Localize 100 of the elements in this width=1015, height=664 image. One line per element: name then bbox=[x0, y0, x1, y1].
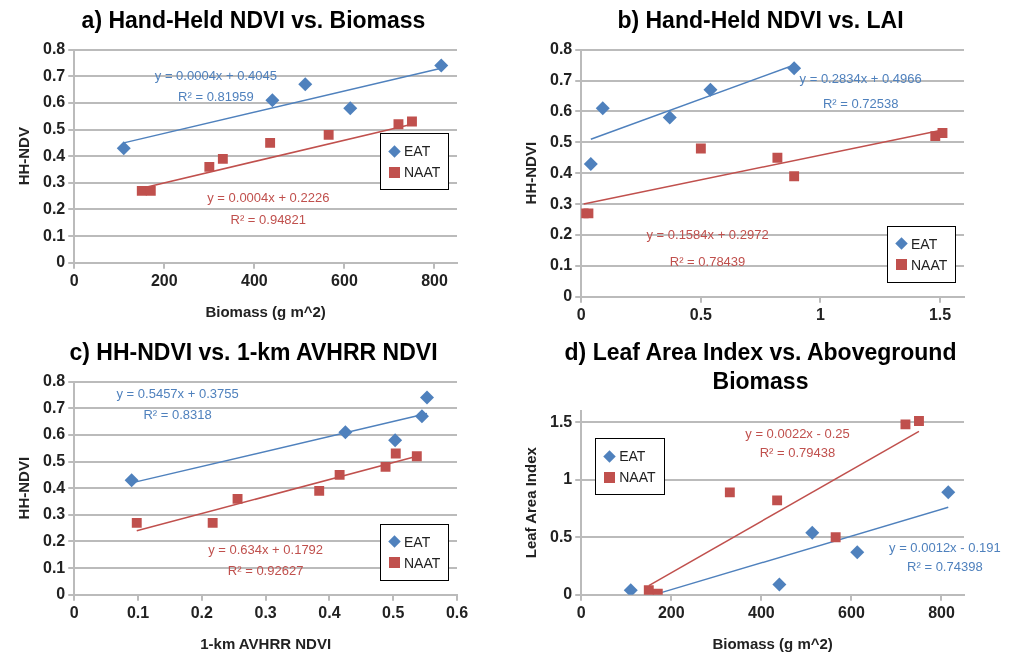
x-axis-title: Biomass (g m^2) bbox=[205, 302, 326, 320]
x-tick-label: 800 bbox=[928, 603, 955, 621]
x-tick-label: 0 bbox=[69, 603, 79, 621]
point bbox=[583, 156, 598, 171]
y-tick-label: 0.2 bbox=[42, 531, 66, 549]
point bbox=[265, 137, 276, 148]
legend-label: EAT bbox=[911, 235, 938, 252]
y-tick-label: 0.6 bbox=[42, 93, 66, 111]
point bbox=[380, 461, 391, 472]
point bbox=[850, 544, 865, 559]
point bbox=[334, 469, 345, 480]
y-tick-label: 0.7 bbox=[42, 66, 66, 84]
point bbox=[411, 451, 422, 461]
x-tick-label: 0.2 bbox=[190, 603, 214, 621]
y-tick-label: 0.2 bbox=[42, 199, 66, 217]
annotation: R² = 0.81959 bbox=[178, 88, 254, 104]
x-tick-label: 0.6 bbox=[445, 603, 469, 621]
point bbox=[343, 100, 358, 115]
y-tick-label: 0.4 bbox=[549, 163, 573, 181]
x-tick-label: 800 bbox=[421, 271, 448, 289]
annotation: R² = 0.78439 bbox=[669, 253, 746, 269]
point bbox=[789, 171, 800, 181]
point bbox=[323, 129, 334, 140]
annotation: R² = 0.8318 bbox=[143, 407, 212, 423]
point bbox=[390, 448, 401, 459]
legend-label: NAAT bbox=[404, 554, 441, 571]
point bbox=[207, 517, 218, 528]
point bbox=[393, 119, 404, 129]
y-tick-label: 0.2 bbox=[549, 225, 573, 243]
point bbox=[695, 143, 706, 154]
x-tick-label: 400 bbox=[241, 271, 268, 289]
annotation: y = 0.1584x + 0.2972 bbox=[646, 226, 769, 242]
y-axis-title: HH-NDVI bbox=[522, 141, 540, 205]
legend-label: EAT bbox=[404, 533, 431, 550]
point bbox=[204, 161, 215, 172]
annotation: y = 0.634x + 0.1792 bbox=[208, 541, 324, 557]
point bbox=[131, 517, 142, 528]
legend-label: NAAT bbox=[404, 164, 441, 181]
x-tick-label: 600 bbox=[838, 603, 865, 621]
x-tick-label: 0.5 bbox=[382, 603, 405, 621]
point bbox=[583, 208, 594, 219]
x-tick-label: 600 bbox=[331, 271, 358, 289]
point bbox=[900, 418, 911, 429]
annotation: R² = 0.94821 bbox=[230, 211, 307, 227]
y-tick-label: 0 bbox=[56, 584, 66, 602]
point bbox=[434, 58, 449, 73]
y-tick-label: 0.3 bbox=[42, 505, 66, 523]
y-tick-label: 0.5 bbox=[549, 132, 573, 150]
y-tick-label: 1.5 bbox=[549, 412, 573, 430]
y-tick-label: 0.7 bbox=[42, 398, 66, 416]
annotation: R² = 0.92627 bbox=[227, 562, 304, 578]
annotation: R² = 0.74398 bbox=[907, 558, 983, 574]
chart-title: a) Hand-Held NDVI vs. Biomass bbox=[80, 6, 427, 35]
y-tick-label: 0.1 bbox=[42, 226, 66, 244]
chart-title: c) HH-NDVI vs. 1-km AVHRR NDVI bbox=[68, 338, 439, 367]
annotation: R² = 0.72538 bbox=[822, 95, 899, 111]
y-tick-label: 0.8 bbox=[549, 39, 573, 57]
y-tick-label: 0.5 bbox=[42, 119, 66, 137]
legend-label: NAAT bbox=[911, 256, 948, 273]
point bbox=[232, 493, 243, 504]
x-tick-label: 0.1 bbox=[126, 603, 150, 621]
y-tick-label: 0.6 bbox=[549, 101, 573, 119]
x-tick-label: 400 bbox=[748, 603, 775, 621]
point bbox=[124, 472, 139, 487]
point bbox=[338, 424, 353, 439]
x-tick-label: 0 bbox=[576, 603, 586, 621]
legend-label: EAT bbox=[619, 448, 646, 465]
point bbox=[805, 525, 820, 540]
x-tick-label: 0.3 bbox=[254, 603, 277, 621]
point bbox=[772, 152, 783, 163]
point bbox=[941, 484, 956, 499]
point bbox=[595, 101, 610, 116]
y-tick-label: 0.4 bbox=[42, 146, 66, 164]
y-tick-label: 0.8 bbox=[42, 371, 66, 389]
x-axis-title: 1-km AVHRR NDVI bbox=[200, 634, 332, 652]
y-tick-label: 0.1 bbox=[549, 256, 573, 274]
x-tick-label: 1.5 bbox=[928, 305, 952, 323]
point bbox=[298, 77, 313, 91]
x-tick-label: 0.4 bbox=[318, 603, 341, 621]
y-axis-title: HH-NDVI bbox=[15, 456, 33, 520]
x-tick-label: 0.5 bbox=[689, 305, 713, 323]
chart-title: d) Leaf Area Index vs. Aboveground Biomass bbox=[563, 338, 958, 396]
point bbox=[937, 127, 948, 138]
point bbox=[914, 415, 924, 426]
x-tick-label: 200 bbox=[657, 603, 685, 621]
annotation: y = 0.0004x + 0.4045 bbox=[154, 67, 277, 83]
point bbox=[116, 140, 131, 155]
point bbox=[787, 60, 802, 75]
point bbox=[724, 486, 735, 497]
point bbox=[217, 153, 228, 164]
chart-title: b) Hand-Held NDVI vs. LAI bbox=[616, 6, 905, 35]
y-tick-label: 0 bbox=[56, 252, 66, 270]
y-tick-label: 0.3 bbox=[549, 194, 573, 212]
point bbox=[414, 409, 429, 423]
annotation: y = 0.0004x + 0.2226 bbox=[207, 190, 330, 206]
point bbox=[145, 185, 156, 196]
point bbox=[265, 92, 280, 107]
annotation: y = 0.0012x - 0.191 bbox=[889, 539, 1001, 555]
point bbox=[314, 485, 325, 496]
y-tick-label: 0.8 bbox=[42, 39, 66, 57]
